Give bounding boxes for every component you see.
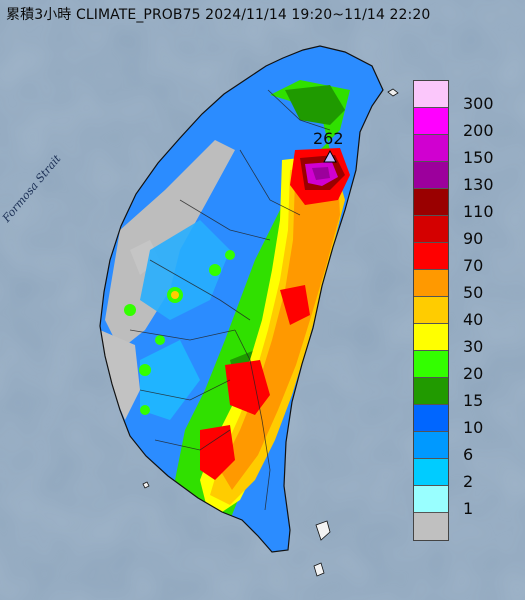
legend-swatch bbox=[414, 513, 448, 540]
guishan-island bbox=[387, 88, 399, 97]
legend-swatch bbox=[414, 432, 448, 459]
legend-label: 130 bbox=[463, 175, 494, 194]
legend-label: 10 bbox=[463, 418, 484, 437]
legend-swatch bbox=[414, 189, 448, 216]
legend-label: 110 bbox=[463, 202, 494, 221]
legend-swatch bbox=[414, 378, 448, 405]
legend-label: 1 bbox=[463, 499, 474, 518]
map-title: 累積3小時 CLIMATE_PROB75 2024/11/14 19:20~11… bbox=[6, 7, 431, 23]
county-borders bbox=[129, 89, 331, 511]
taiwan-outline bbox=[99, 45, 384, 553]
legend-label: 200 bbox=[463, 121, 494, 140]
legend-label: 150 bbox=[463, 148, 494, 167]
legend-swatch bbox=[414, 459, 448, 486]
max-rainfall-marker bbox=[323, 149, 337, 163]
legend-swatch bbox=[414, 243, 448, 270]
legend-swatch bbox=[414, 162, 448, 189]
legend-swatch bbox=[414, 108, 448, 135]
legend-label: 6 bbox=[463, 445, 474, 464]
legend-swatch bbox=[414, 81, 448, 108]
legend-label: 300 bbox=[463, 94, 494, 113]
liuqiu-island bbox=[142, 481, 150, 489]
legend-swatch bbox=[414, 135, 448, 162]
legend-label: 20 bbox=[463, 364, 484, 383]
legend-swatch bbox=[414, 486, 448, 513]
legend-label: 90 bbox=[463, 229, 484, 248]
legend-label: 50 bbox=[463, 283, 484, 302]
legend-swatch bbox=[414, 297, 448, 324]
legend-swatch bbox=[414, 270, 448, 297]
lanyu-island bbox=[313, 562, 325, 577]
green-island bbox=[315, 520, 331, 541]
legend-label: 2 bbox=[463, 472, 474, 491]
legend-label: 30 bbox=[463, 337, 484, 356]
legend-swatch bbox=[414, 351, 448, 378]
legend-label: 70 bbox=[463, 256, 484, 275]
legend-swatch bbox=[414, 405, 448, 432]
legend-swatch bbox=[414, 324, 448, 351]
legend-colorbar bbox=[413, 80, 449, 541]
legend-label: 40 bbox=[463, 310, 484, 329]
legend-label: 15 bbox=[463, 391, 484, 410]
legend-swatch bbox=[414, 216, 448, 243]
max-rainfall-label: 262 bbox=[313, 129, 344, 148]
